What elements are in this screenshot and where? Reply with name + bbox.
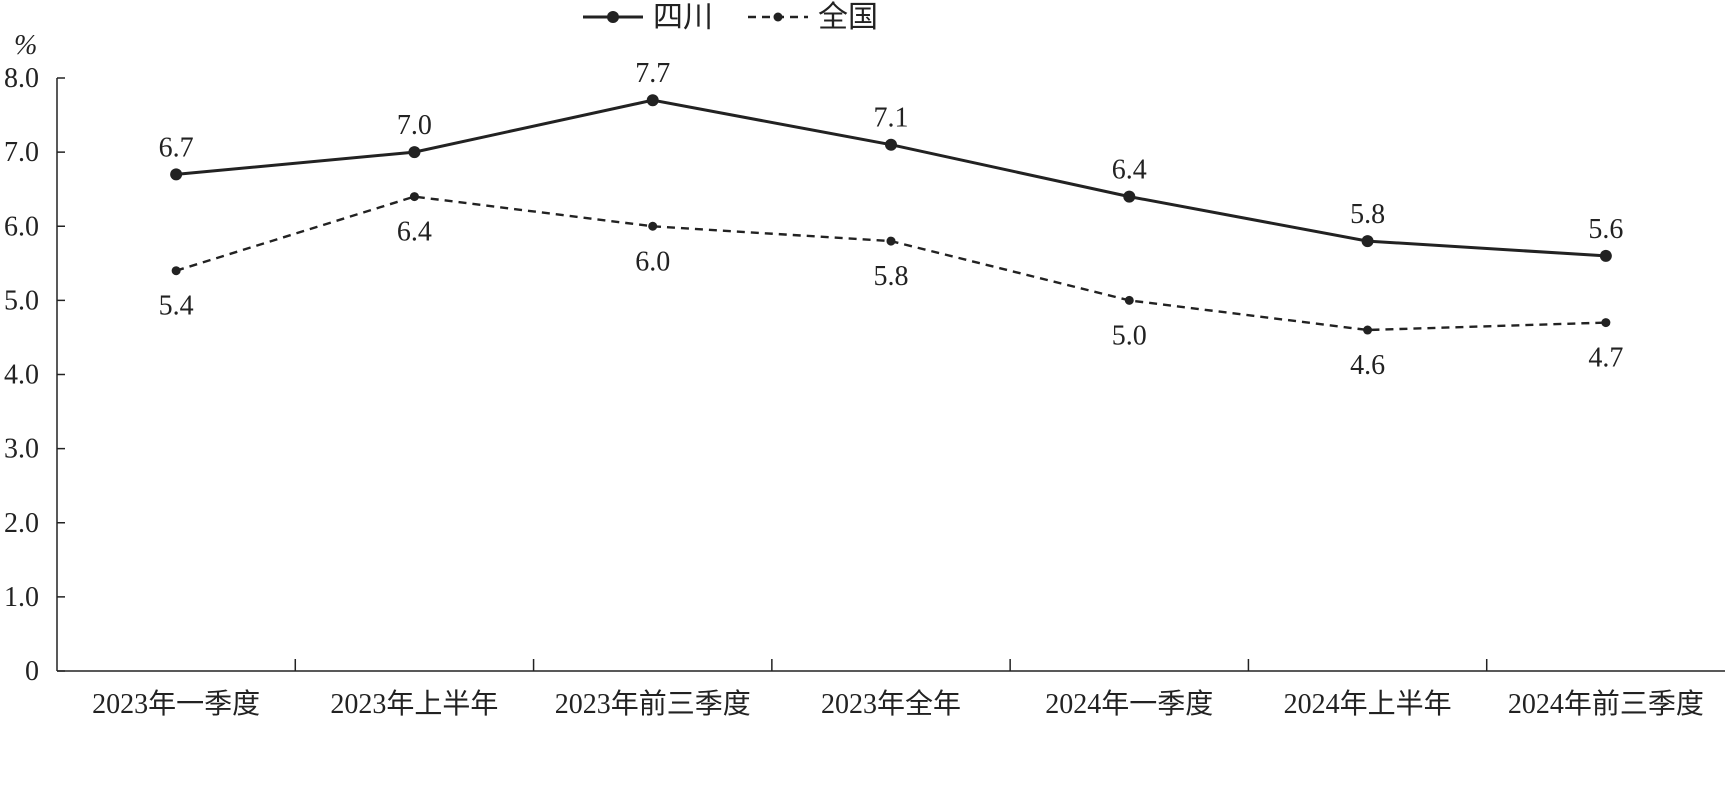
- data-labels: 6.7 7.0 7.7 7.1 6.4 5.8 5.6 5.4 6.4 6.0 5.8 5.0 4.6 4…: [159, 58, 1624, 381]
- data-point: [1601, 318, 1611, 328]
- data-point: [646, 94, 659, 107]
- data-point: [885, 138, 897, 151]
- y-tick-label: 6.0: [4, 211, 39, 242]
- data-label: 7.1: [874, 103, 909, 134]
- legend-label: 全国: [818, 1, 878, 34]
- y-tick-label: 7.0: [4, 137, 39, 168]
- data-point: [1599, 249, 1612, 262]
- data-label: 6.7: [159, 132, 194, 163]
- x-category-label: 2024年上半年: [1284, 688, 1452, 720]
- legend-label: 四川: [653, 1, 713, 34]
- y-axis-ticks: 0 1.0 2.0 3.0 4.0 5.0 6.0 7.0 8.0: [4, 63, 65, 687]
- data-point: [171, 266, 181, 276]
- data-label: 5.6: [1588, 214, 1623, 245]
- y-tick-label: 0: [25, 656, 39, 687]
- data-point: [1124, 295, 1134, 305]
- data-point: [1123, 190, 1136, 203]
- legend-marker: [773, 12, 783, 22]
- legend: 四川 全国: [583, 1, 878, 34]
- data-label: 7.7: [635, 58, 670, 89]
- series-lines: [170, 94, 1612, 335]
- data-point: [409, 192, 419, 202]
- data-point: [1363, 325, 1373, 335]
- y-tick-label: 5.0: [4, 285, 39, 316]
- data-label: 4.6: [1350, 350, 1385, 381]
- legend-marker: [607, 11, 619, 23]
- data-label: 6.0: [635, 246, 670, 277]
- y-tick-label: 2.0: [4, 508, 39, 539]
- y-unit-label: %: [14, 30, 37, 61]
- data-label: 5.4: [159, 291, 194, 322]
- y-tick-label: 3.0: [4, 434, 39, 465]
- axes: [56, 78, 1725, 672]
- data-point: [886, 236, 896, 246]
- data-label: 6.4: [397, 217, 432, 248]
- data-label: 7.0: [397, 110, 432, 141]
- y-tick-label: 4.0: [4, 360, 39, 391]
- x-category-label: 2023年前三季度: [555, 688, 751, 720]
- data-label: 5.8: [874, 261, 909, 292]
- data-label: 5.8: [1350, 199, 1385, 230]
- data-point: [170, 168, 183, 181]
- x-category-label: 2023年一季度: [92, 688, 260, 720]
- x-axis-ticks: 2023年一季度 2023年上半年 2023年前三季度 2023年全年 2024年一季度…: [92, 659, 1704, 720]
- data-label: 6.4: [1112, 155, 1147, 186]
- x-category-label: 2023年全年: [821, 688, 961, 720]
- data-point: [408, 146, 421, 159]
- y-tick-label: 1.0: [4, 582, 39, 613]
- data-point: [648, 221, 658, 231]
- x-category-label: 2024年前三季度: [1508, 688, 1704, 720]
- data-label: 5.0: [1112, 320, 1147, 351]
- data-point: [1361, 235, 1374, 248]
- y-tick-label: 8.0: [4, 63, 39, 94]
- x-category-label: 2024年一季度: [1045, 688, 1213, 720]
- data-label: 4.7: [1588, 343, 1623, 374]
- x-category-label: 2023年上半年: [330, 688, 498, 720]
